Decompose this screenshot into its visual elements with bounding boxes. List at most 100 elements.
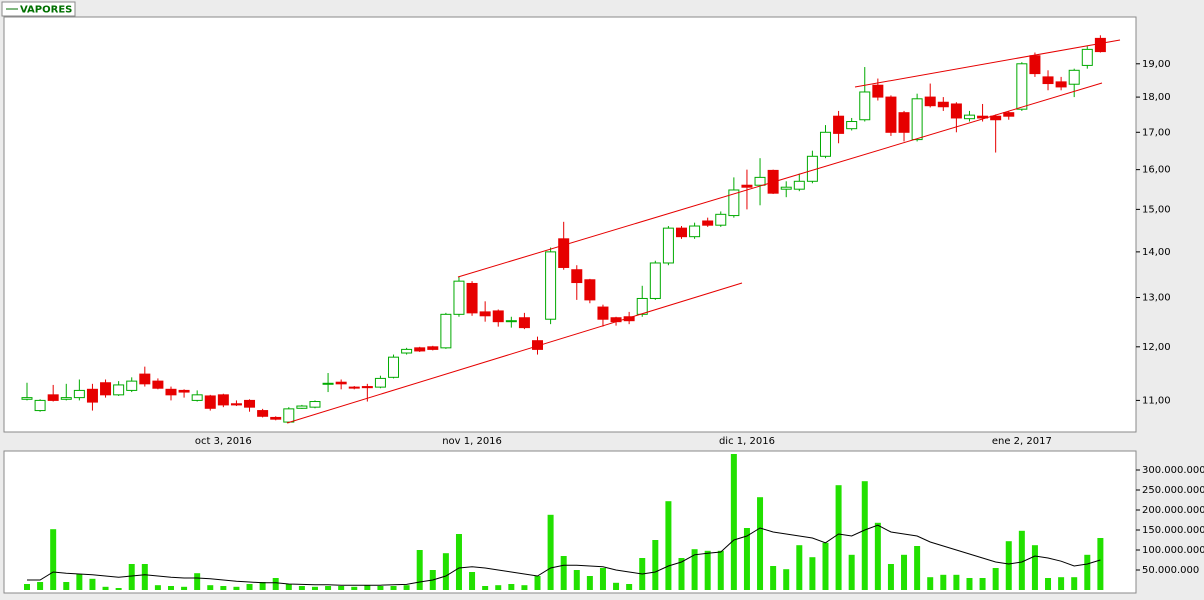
candle-body (152, 380, 164, 389)
candle-body (859, 91, 871, 121)
candle-body (361, 386, 373, 389)
candle-body (689, 225, 701, 238)
candle-body (676, 227, 687, 238)
candle-body (126, 380, 138, 391)
candle-body (597, 306, 609, 320)
volume-bar (377, 586, 384, 590)
volume-bar (887, 564, 894, 590)
legend-label: VAPORES (20, 5, 72, 16)
volume-bar (233, 586, 240, 590)
candle-body (401, 348, 413, 354)
candle-body (545, 251, 557, 320)
volume-bar (861, 481, 868, 590)
candle-body (898, 112, 910, 133)
volume-bar (547, 514, 554, 590)
candle-body (492, 310, 504, 323)
candle-body (505, 320, 517, 323)
volume-bar (678, 558, 685, 590)
candle-body (139, 373, 151, 385)
y-tick-label: 12,00 (1142, 342, 1171, 353)
volume-bar (246, 584, 253, 590)
candle-body (270, 416, 282, 420)
candle-body (283, 408, 295, 423)
x-tick-label: oct 3, 2016 (195, 436, 252, 447)
y-tick-label: 18,00 (1142, 92, 1171, 103)
trendline (286, 282, 743, 424)
volume-bar (1058, 577, 1065, 590)
candle-body (165, 388, 177, 396)
candle-body (204, 395, 216, 409)
candle-body (191, 394, 203, 401)
candle-body (885, 96, 897, 133)
y-tick-label: 16,00 (1142, 165, 1171, 176)
volume-bar (194, 573, 201, 590)
candle-body (440, 313, 452, 349)
candle-body (309, 401, 321, 408)
candle-body (741, 184, 753, 188)
volume-bar (914, 546, 921, 590)
volume-bar (403, 585, 410, 590)
candle-body (793, 180, 805, 190)
candle-body (348, 386, 360, 389)
candle-body (715, 213, 727, 226)
volume-bar (482, 586, 489, 590)
volume-bar (704, 550, 711, 590)
volume-bar (940, 574, 947, 590)
y-tick-label: 50.000.000 (1142, 565, 1199, 576)
candle-body (113, 384, 125, 396)
candle-body (662, 227, 674, 264)
candle-body (623, 316, 635, 322)
volume-bar (966, 578, 973, 590)
volume-bar (37, 582, 44, 590)
volume-bar (364, 585, 371, 590)
candle-body (34, 399, 46, 412)
candle-body (230, 403, 242, 406)
volume-bar (141, 564, 148, 590)
candle-body (388, 356, 400, 378)
y-tick-label: 15,00 (1142, 204, 1171, 215)
y-tick-label: 17,00 (1142, 127, 1171, 138)
candle-body (780, 186, 792, 190)
trendline (457, 82, 1103, 278)
candle-body (558, 238, 570, 268)
volume-bar (626, 584, 633, 590)
volume-average (27, 524, 1101, 586)
volume-bar (586, 576, 593, 590)
volume-bar (809, 557, 816, 590)
volume-bar (691, 549, 698, 590)
volume-bar (730, 454, 737, 590)
candle-body (728, 189, 740, 217)
y-tick-label: 13,00 (1142, 293, 1171, 304)
y-tick-label: 19,00 (1142, 59, 1171, 70)
candle-body (427, 346, 439, 350)
candle-body (937, 101, 949, 108)
candle-body (257, 410, 269, 417)
candle-body (571, 269, 583, 284)
volume-bar (272, 578, 279, 590)
y-tick-label: 250.000.000 (1142, 485, 1204, 496)
volume-bar (102, 586, 109, 590)
y-tick-label: 11,00 (1142, 395, 1171, 406)
volume-bar (979, 578, 986, 590)
candle-body (60, 397, 72, 400)
candle-body (335, 381, 347, 385)
volume-bar (298, 586, 305, 590)
volume-bar (822, 542, 829, 590)
volume-bar (1045, 578, 1052, 590)
candle-body (924, 96, 936, 107)
volume-bar (167, 586, 174, 590)
volume-bar (89, 578, 96, 590)
volume-bar (325, 586, 332, 590)
candle-body (47, 394, 59, 401)
volume-bar (848, 554, 855, 590)
candle-body (872, 84, 884, 98)
candle-body (754, 176, 766, 186)
volume-bar (1071, 577, 1078, 590)
volume-panel (3, 450, 1137, 594)
y-tick-label: 150.000.000 (1142, 525, 1204, 536)
volume-bar (874, 522, 881, 590)
candle-body (1029, 55, 1041, 75)
volume-bar (613, 582, 620, 590)
